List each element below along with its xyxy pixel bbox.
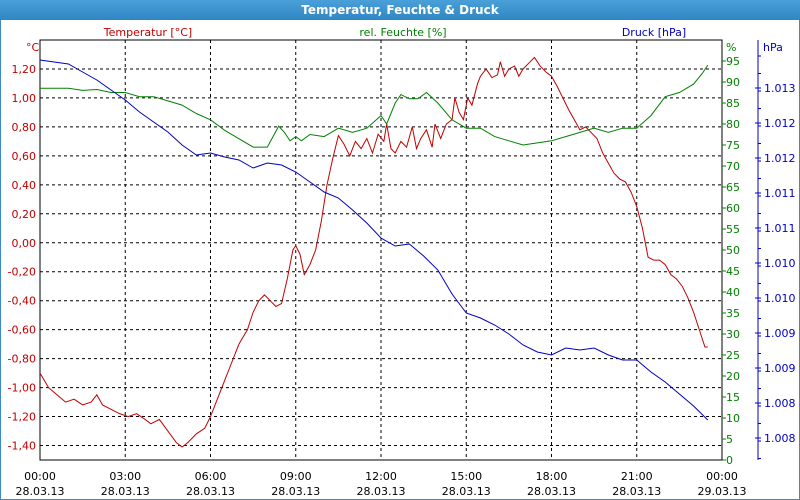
humidity-tick: 30 <box>726 328 740 341</box>
humidity-tick: 45 <box>726 265 740 278</box>
pressure-tick: 1.011 <box>764 187 796 200</box>
pressure-tick: 1.012 <box>764 152 796 165</box>
temperature-tick: -0,80 <box>8 353 36 366</box>
humidity-tick: 5 <box>726 433 733 446</box>
humidity-tick: 75 <box>726 139 740 152</box>
x-tick-time: 09:00 <box>280 470 312 483</box>
temperature-tick: 0,60 <box>12 150 37 163</box>
pressure-tick: 1.010 <box>764 257 796 270</box>
humidity-tick: 55 <box>726 223 740 236</box>
temperature-tick: 0,40 <box>12 179 37 192</box>
pressure-line <box>39 59 709 421</box>
temperature-tick: -0,60 <box>8 324 36 337</box>
legend-pressure: Druck [hPa] <box>622 26 686 39</box>
x-tick-date: 28.03.13 <box>16 485 65 498</box>
humidity-tick: 35 <box>726 307 740 320</box>
legend-humidity: rel. Feuchte [%] <box>359 26 446 39</box>
x-tick-time: 00:00 <box>24 470 56 483</box>
pressure-tick: 1.013 <box>764 82 796 95</box>
humidity-tick: 40 <box>726 286 740 299</box>
x-tick-date: 28.03.13 <box>186 485 235 498</box>
x-tick-time: 00:00 <box>706 470 738 483</box>
humidity-tick: 25 <box>726 349 740 362</box>
x-tick-date: 28.03.13 <box>271 485 320 498</box>
temperature-tick: 0,80 <box>12 121 37 134</box>
humidity-tick: 80 <box>726 118 740 131</box>
temperature-tick: 1,20 <box>12 63 37 76</box>
temperature-tick: 1,00 <box>12 92 37 105</box>
pressure-tick: 1.009 <box>764 327 796 340</box>
humidity-tick: 60 <box>726 202 740 215</box>
humidity-tick: 85 <box>726 97 740 110</box>
x-tick-date: 28.03.13 <box>442 485 491 498</box>
pressure-tick: 1.012 <box>764 117 796 130</box>
temperature-line <box>39 56 708 448</box>
humidity-line <box>40 64 709 148</box>
axes: 00:00 28.03.13 03:00 28.03.13 06:00 28.03.13 0… <box>8 40 796 498</box>
pressure-unit-label: hPa <box>763 41 783 54</box>
x-tick-date: 28.03.13 <box>357 485 406 498</box>
x-tick-date: 28.03.13 <box>612 485 661 498</box>
pressure-tick: 1.011 <box>764 222 796 235</box>
x-tick-time: 03:00 <box>109 470 141 483</box>
x-tick-time: 21:00 <box>621 470 653 483</box>
humidity-unit-label: % <box>726 41 736 54</box>
temperature-tick: 0,00 <box>12 237 37 250</box>
temperature-tick: -1,00 <box>8 382 36 395</box>
humidity-tick: 70 <box>726 160 740 173</box>
humidity-tick: 50 <box>726 244 740 257</box>
chart-title: Temperatur, Feuchte & Druck <box>0 0 800 20</box>
humidity-tick: 10 <box>726 412 740 425</box>
pressure-tick: 1.008 <box>764 432 796 445</box>
pressure-tick: 1.010 <box>764 292 796 305</box>
temperature-tick: -0,40 <box>8 295 36 308</box>
temperature-tick: -1,40 <box>8 440 36 453</box>
x-tick-date: 28.03.13 <box>527 485 576 498</box>
humidity-tick: 15 <box>726 391 740 404</box>
x-tick-time: 18:00 <box>536 470 568 483</box>
humidity-tick: 90 <box>726 76 740 89</box>
humidity-tick: 65 <box>726 181 740 194</box>
temperature-tick: -1,20 <box>8 411 36 424</box>
axis-labels: °C % hPa Temperatur [°C] rel. Feuchte [%… <box>26 26 783 54</box>
humidity-tick: 0 <box>726 454 733 467</box>
legend-temperature: Temperatur [°C] <box>103 26 192 39</box>
grid <box>39 39 723 461</box>
x-tick-date: 29.03.13 <box>698 485 747 498</box>
humidity-tick: 95 <box>726 55 740 68</box>
x-tick-date: 28.03.13 <box>101 485 150 498</box>
x-tick-time: 06:00 <box>195 470 227 483</box>
humidity-tick: 20 <box>726 370 740 383</box>
series-layer <box>39 56 709 448</box>
x-tick-time: 15:00 <box>450 470 482 483</box>
x-tick-time: 12:00 <box>365 470 397 483</box>
temperature-tick: -0,20 <box>8 266 36 279</box>
pressure-tick: 1.009 <box>764 362 796 375</box>
pressure-tick: 1.008 <box>764 397 796 410</box>
temperature-tick: 0,20 <box>12 208 37 221</box>
temperature-unit-label: °C <box>26 41 40 54</box>
